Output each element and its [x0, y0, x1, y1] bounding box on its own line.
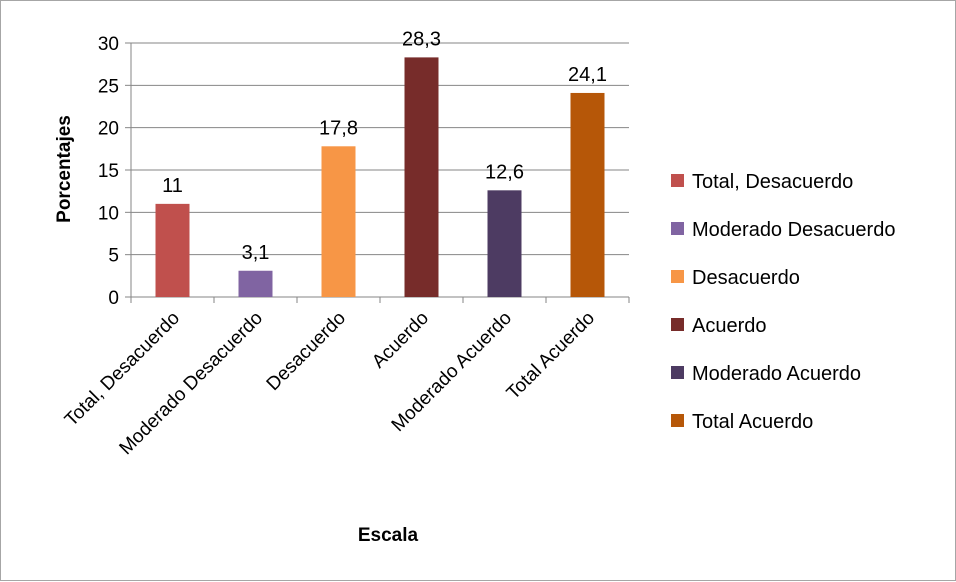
category-label-2: Desacuerdo [263, 308, 350, 395]
gridlines [131, 42, 629, 256]
legend-swatch-3 [671, 318, 684, 331]
y-axis-title: Porcentajes [54, 115, 75, 223]
y-tick-label-5: 25 [98, 76, 119, 97]
bar-2 [321, 146, 356, 297]
x-axis-title: Escala [358, 525, 419, 546]
y-tick-label-0: 0 [108, 288, 119, 309]
legend-label-0: Total, Desacuerdo [692, 171, 853, 193]
bar-4 [487, 190, 522, 297]
legend-label-3: Acuerdo [692, 315, 767, 337]
bar-1 [238, 270, 273, 297]
legend-swatch-2 [671, 270, 684, 283]
data-label-3: 28,3 [402, 28, 441, 50]
category-label-1: Moderado Desacuerdo [116, 308, 268, 460]
y-tick-label-2: 10 [98, 203, 119, 224]
data-label-2: 17,8 [319, 117, 358, 139]
legend-swatch-5 [671, 414, 684, 427]
legend-label-2: Desacuerdo [692, 267, 800, 289]
data-label-5: 24,1 [568, 64, 607, 86]
data-label-1: 3,1 [242, 242, 270, 264]
category-label-3: Acuerdo [368, 308, 433, 373]
bar-3 [404, 57, 439, 297]
legend-label-1: Moderado Desacuerdo [692, 219, 895, 241]
y-tick-label-3: 15 [98, 161, 119, 182]
bar-0 [155, 203, 190, 297]
category-label-5: Total Acuerdo [503, 308, 599, 404]
axes [125, 42, 630, 303]
legend-label-5: Total Acuerdo [692, 411, 813, 433]
y-tick-label-1: 5 [108, 246, 119, 267]
legend-swatch-1 [671, 222, 684, 235]
data-label-0: 11 [162, 175, 183, 197]
legend-swatch-0 [671, 174, 684, 187]
data-labels: 11 3,1 17,8 28,3 12,6 24,1 [162, 28, 607, 263]
legend: Total, Desacuerdo Moderado Desacuerdo Desa… [671, 171, 895, 433]
y-tick-label-6: 30 [98, 34, 119, 55]
data-label-4: 12,6 [485, 161, 524, 183]
y-tick-label-4: 20 [98, 119, 119, 140]
bar-5 [570, 92, 605, 297]
bars [155, 57, 605, 297]
y-tick-labels: 0 5 10 15 20 25 30 [98, 34, 119, 309]
legend-swatch-4 [671, 366, 684, 379]
legend-label-4: Moderado Acuerdo [692, 363, 861, 385]
